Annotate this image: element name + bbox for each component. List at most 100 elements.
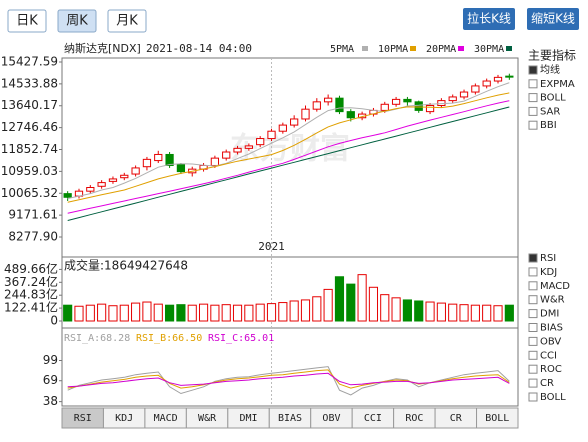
option-checkbox[interactable] (528, 79, 538, 89)
option-checkbox[interactable] (528, 378, 538, 388)
option-checkbox[interactable] (528, 253, 538, 263)
zoom-button[interactable] (527, 8, 579, 30)
indicator-tab-label[interactable]: CCI (364, 413, 382, 424)
indicator-line (67, 372, 510, 388)
option-label[interactable]: OBV (540, 336, 561, 347)
option-label[interactable]: BBI (540, 120, 557, 131)
zoom-label[interactable]: 缩短K线 (531, 11, 575, 26)
indicator-tab[interactable] (476, 407, 519, 429)
option-label[interactable]: CR (540, 378, 554, 389)
legend-label: 20PMA (426, 44, 456, 55)
option-checkbox[interactable] (528, 392, 538, 402)
option-checkbox[interactable] (528, 120, 538, 130)
option-label[interactable]: BOLL (540, 93, 566, 104)
option-checkbox[interactable] (528, 323, 538, 332)
volume-bar (300, 299, 311, 322)
side-title: 主要指标 (528, 48, 576, 63)
option-checkbox[interactable] (528, 295, 538, 305)
legend-swatch (362, 46, 368, 51)
period-label[interactable]: 月K (116, 14, 138, 29)
period-button[interactable] (107, 9, 147, 33)
legend-swatch (410, 46, 416, 51)
candle-body (233, 147, 242, 153)
option-label[interactable]: W&R (540, 295, 565, 306)
y-tick-label: 14533.88 (1, 76, 58, 90)
option-checkbox[interactable] (528, 93, 538, 103)
volume-bar (198, 303, 209, 322)
candle-body (97, 182, 106, 187)
volume-bar (493, 305, 503, 322)
option-checkbox[interactable] (528, 336, 538, 346)
period-button[interactable] (7, 9, 47, 33)
option-label[interactable]: EXPMA (540, 79, 575, 90)
indicator-tab-label[interactable]: DMI (240, 413, 258, 424)
indicator-line (67, 82, 510, 199)
option-label[interactable]: SAR (540, 106, 560, 117)
volume-bar (244, 304, 254, 322)
candle-body (256, 138, 265, 146)
volume-bar (380, 294, 390, 322)
option-checkbox[interactable] (528, 65, 538, 75)
option-checkbox[interactable] (528, 106, 538, 116)
candle-body (301, 108, 310, 120)
option-checkbox[interactable] (528, 350, 538, 360)
indicator-tab-label[interactable]: ROC (405, 413, 423, 424)
y-tick-label: 13640.17 (1, 98, 58, 112)
option-label[interactable]: RSI (540, 253, 556, 264)
option-label[interactable]: ROC (540, 364, 562, 375)
y-tick-label: 99 (43, 353, 58, 367)
period-label[interactable]: 日K (16, 14, 38, 29)
period-label[interactable]: 周K (66, 14, 88, 29)
y-tick-label: 11852.74 (1, 142, 58, 156)
y-tick-label: 10959.03 (1, 164, 58, 178)
legend-label: 30PMA (474, 44, 504, 55)
volume-bar (482, 304, 492, 322)
volume-bar (97, 303, 107, 322)
option-label[interactable]: 均线 (540, 63, 560, 76)
candle-body (414, 101, 423, 111)
indicator-tab-label[interactable]: CR (450, 413, 463, 424)
volume-bar (357, 274, 367, 322)
indicator-tab-label[interactable]: W&R (198, 413, 217, 424)
chart-subtitle: 2021-08-14 04:00 (146, 42, 252, 55)
legend-label: 5PMA (330, 44, 354, 55)
option-checkbox[interactable] (528, 364, 538, 374)
option-label[interactable]: BIAS (540, 323, 563, 334)
candle-body (505, 75, 514, 78)
option-label[interactable]: DMI (540, 309, 559, 320)
y-tick-label: 15427.59 (1, 55, 58, 69)
candle-body (63, 193, 72, 198)
zoom-label[interactable]: 拉长K线 (467, 11, 511, 26)
y-tick-label: 122.41亿 (4, 300, 58, 315)
indicator-tab-label[interactable]: KDJ (115, 413, 133, 424)
volume-bar (391, 297, 401, 322)
indicator-tab-label[interactable]: RSI (74, 413, 92, 424)
chart-title: 成交量:18649427648 (64, 258, 188, 273)
candle-body (267, 130, 276, 140)
volume-bar (289, 300, 299, 322)
candle-body (142, 158, 152, 168)
volume-bar (131, 302, 141, 322)
indicator-tab-label[interactable]: OBV (322, 413, 340, 424)
volume-bar (221, 304, 231, 322)
option-label[interactable]: BOLL (540, 392, 566, 403)
legend-label: 10PMA (378, 44, 408, 55)
indicator-tab-label[interactable]: MACD (154, 413, 178, 424)
candle-body (108, 178, 118, 182)
option-checkbox[interactable] (528, 309, 538, 319)
indicator-tab-label[interactable]: BOLL (485, 413, 509, 424)
volume-bar (334, 276, 345, 322)
candle-body (278, 124, 287, 132)
zoom-button[interactable] (463, 8, 515, 30)
volume-bar (85, 304, 95, 322)
option-checkbox[interactable] (528, 267, 538, 277)
volume-bar (402, 299, 412, 322)
period-button[interactable] (57, 9, 97, 33)
indicator-tab-label[interactable]: BIAS (278, 413, 302, 424)
volume-bar (470, 304, 480, 322)
option-label[interactable]: MACD (540, 281, 570, 292)
option-label[interactable]: CCI (540, 350, 557, 361)
option-label[interactable]: KDJ (540, 267, 557, 278)
option-checkbox[interactable] (528, 281, 538, 291)
